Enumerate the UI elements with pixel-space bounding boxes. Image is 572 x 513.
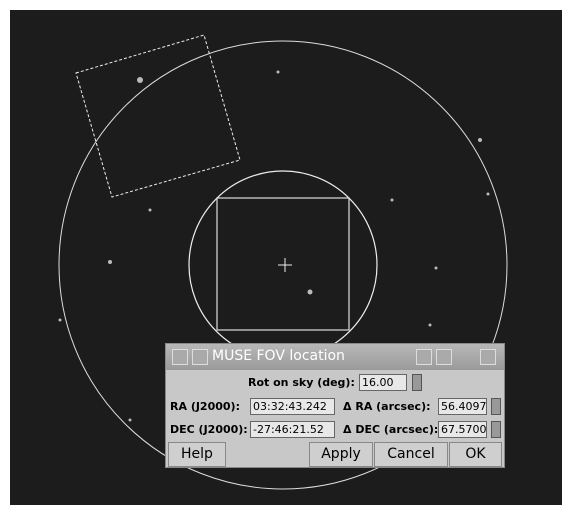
dra-spinner[interactable] [491,398,501,415]
close[interactable] [480,349,496,365]
crosshair [278,258,292,272]
dec-label: DEC (J2000): [170,423,248,436]
dra-label: Δ RA (arcsec): [343,400,431,413]
dec-input[interactable]: -27:46:21.52 [250,421,335,438]
dialog: MUSE FOV location Rot on sky (deg): 16.0… [165,343,505,468]
rot-input[interactable]: 16.00 [359,374,407,391]
minimize[interactable] [416,349,432,365]
fov-square [216,197,350,331]
menu-icon[interactable] [192,349,208,365]
ddec-input[interactable]: 67.5700 [438,421,487,438]
dialog-title: MUSE FOV location [212,348,345,364]
ddec-spinner[interactable] [491,421,501,438]
dra-input[interactable]: 56.4097 [438,398,487,415]
ra-input[interactable]: 03:32:43.242 [250,398,335,415]
ra-label: RA (J2000): [170,400,240,413]
close-icon[interactable] [172,349,188,365]
apply-button[interactable]: Apply [309,442,373,467]
cancel-button[interactable]: Cancel [374,442,448,467]
rot-label: Rot on sky (deg): [248,376,355,389]
stars [58,70,490,422]
help-button[interactable]: Help [168,442,226,467]
ok-button[interactable]: OK [449,442,502,467]
outer-circle [58,40,508,490]
rot-spinner[interactable] [412,374,422,391]
maximize[interactable] [436,349,452,365]
ddec-label: Δ DEC (arcsec): [343,423,439,436]
title-bar: MUSE FOV location [166,344,504,370]
